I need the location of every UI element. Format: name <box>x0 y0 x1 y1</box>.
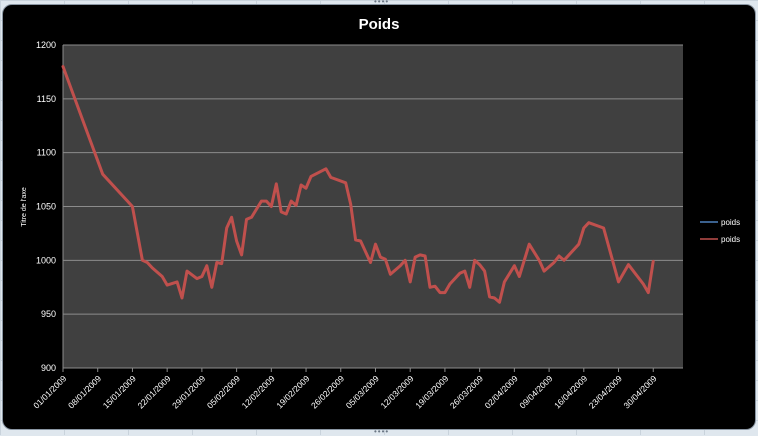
legend: poids poids <box>700 218 740 244</box>
x-tick-label: 12/03/2009 <box>378 373 415 410</box>
x-tick-label: 15/01/2009 <box>101 373 138 410</box>
chart-title: Poids <box>359 16 400 33</box>
x-tick-label: 05/03/2009 <box>344 373 381 410</box>
x-tick-label: 05/02/2009 <box>205 373 242 410</box>
x-tick-label: 12/02/2009 <box>240 373 277 410</box>
series-line-1 <box>61 65 655 304</box>
y-tick-label: 1200 <box>36 40 56 50</box>
y-tick-label: 1100 <box>37 148 56 158</box>
x-tick-label: 19/03/2009 <box>413 373 450 410</box>
x-tick-label: 02/04/2009 <box>483 373 520 410</box>
y-axis-title: Titre de l'axe <box>21 187 28 227</box>
x-tick-label: 30/04/2009 <box>621 373 658 410</box>
x-axis-ticks: 01/01/200908/01/200915/01/200922/01/2009… <box>31 368 659 410</box>
x-tick-label: 23/04/2009 <box>587 373 624 410</box>
x-tick-label: 16/04/2009 <box>552 373 589 410</box>
x-tick-label: 29/01/2009 <box>170 373 207 410</box>
legend-label: poids <box>721 218 740 227</box>
x-tick-label: 26/02/2009 <box>309 373 346 410</box>
legend-label: poids <box>721 235 740 244</box>
x-tick-label: 01/01/2009 <box>31 373 68 410</box>
resize-handle-bottom[interactable]: •••• <box>374 427 390 436</box>
gridlines <box>62 44 683 369</box>
x-tick-label: 08/01/2009 <box>66 373 103 410</box>
y-tick-label: 1050 <box>36 202 56 212</box>
y-axis-ticks: 900 950 1000 1050 1100 1150 1200 <box>36 40 56 373</box>
y-tick-label: 1150 <box>37 94 56 104</box>
data-series <box>61 65 655 304</box>
x-tick-label: 22/01/2009 <box>135 373 172 410</box>
y-tick-label: 950 <box>41 309 56 319</box>
resize-handle-top[interactable]: •••• <box>374 0 390 6</box>
x-tick-label: 09/04/2009 <box>517 373 554 410</box>
x-tick-label: 26/03/2009 <box>448 373 485 410</box>
y-tick-label: 900 <box>41 363 56 373</box>
y-tick-label: 1000 <box>36 255 56 265</box>
x-tick-label: 19/02/2009 <box>274 373 311 410</box>
